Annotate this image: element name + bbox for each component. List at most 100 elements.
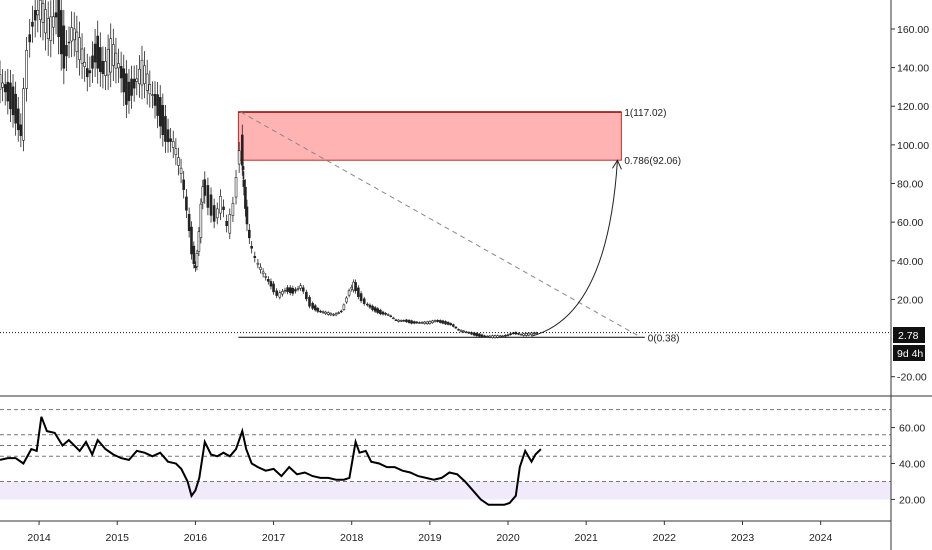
candle-body <box>308 296 311 307</box>
candle-body <box>70 27 73 42</box>
candle-body <box>54 12 58 18</box>
projection-arrow <box>531 160 618 337</box>
candle-body <box>519 334 523 336</box>
candle-body <box>381 311 385 315</box>
candle-body <box>272 283 275 293</box>
candle-body <box>291 287 295 294</box>
candle-body <box>197 231 201 252</box>
candle-body <box>504 335 507 337</box>
candle-body <box>143 65 146 84</box>
candle-body <box>195 253 199 267</box>
candle-body <box>462 330 466 333</box>
time-tick-label: 2022 <box>653 532 677 544</box>
last-price-tag: 2.78 <box>893 327 925 343</box>
candle-body <box>11 86 15 116</box>
candle-body <box>114 52 118 69</box>
candle-body <box>203 179 207 196</box>
candle-body <box>337 312 340 314</box>
candle-body <box>187 214 191 232</box>
time-tick-label: 2021 <box>575 532 599 544</box>
candle-body <box>264 276 268 278</box>
candle-body <box>410 320 413 324</box>
candle-body <box>166 129 170 143</box>
candle-body <box>28 34 32 43</box>
countdown-label: 9d 4h <box>897 348 923 360</box>
candle-body <box>496 335 499 338</box>
candle-body <box>478 333 481 337</box>
candle-body <box>286 287 289 292</box>
price-axis[interactable]: 160.00 140.00 120.00 100.00 80.00 60.00 40.00 2… <box>891 24 929 384</box>
candle-body <box>177 157 180 166</box>
candle-body <box>299 285 302 289</box>
candle-body <box>72 28 76 41</box>
price-tick-label: 80.00 <box>897 179 923 191</box>
candle-body <box>65 44 68 57</box>
rsi-shaded-band <box>0 481 891 500</box>
candle-body <box>256 262 260 265</box>
fib-retracement[interactable]: 1(117.02) 0.786(92.06) 0(0.38) <box>237 108 681 344</box>
rsi-series-line <box>0 416 542 506</box>
candle-body <box>345 297 348 303</box>
candle-body <box>135 78 139 82</box>
fib-level-label: 0(0.38) <box>648 333 680 344</box>
candle-body <box>242 179 246 187</box>
candle-body <box>405 319 408 323</box>
candle-body <box>339 310 343 313</box>
rsi-line <box>0 416 542 506</box>
candle-body <box>138 68 141 85</box>
last-price-label: 2.78 <box>898 330 919 342</box>
candle-body <box>244 186 247 209</box>
candle-body <box>269 281 273 287</box>
candle-body <box>449 323 453 326</box>
candle-body <box>212 205 216 222</box>
candle-body <box>85 68 89 78</box>
candle-body <box>199 203 203 238</box>
candle-body <box>67 41 71 44</box>
candle-body <box>386 314 390 316</box>
price-tick-label: 100.00 <box>897 140 929 152</box>
candle-body <box>296 288 300 290</box>
candle-body <box>524 333 528 336</box>
candle-body <box>1 82 4 88</box>
candle-body <box>288 287 292 293</box>
candle-body <box>164 116 167 142</box>
candle-body <box>41 3 45 23</box>
candle-body <box>362 298 366 304</box>
fib-level-label: 1(117.02) <box>624 108 666 119</box>
candle-body <box>389 315 393 318</box>
price-tick-label: 140.00 <box>897 63 929 75</box>
candle-body <box>394 319 398 321</box>
candle-body <box>259 266 262 270</box>
rsi-axis[interactable]: 60.00 40.00 20.00 <box>891 423 925 507</box>
candle-body <box>283 289 287 292</box>
candle-body <box>305 291 308 300</box>
candle-body <box>91 55 94 69</box>
candle-body <box>57 0 60 38</box>
candle-body <box>433 320 437 322</box>
candle-body <box>311 302 314 309</box>
candle-body <box>39 0 42 20</box>
time-tick-label: 2018 <box>340 532 364 544</box>
candle-body <box>457 329 460 331</box>
candle-body <box>161 105 165 136</box>
candle-body <box>127 81 131 102</box>
price-tick-label: 160.00 <box>897 24 929 36</box>
candle-body <box>241 166 245 170</box>
fib-level-label: 0.786(92.06) <box>624 156 681 167</box>
candle-body <box>423 321 426 324</box>
chart-annotations[interactable] <box>0 111 891 338</box>
candle-body <box>179 167 183 174</box>
candle-body <box>454 326 458 329</box>
candle-body <box>101 60 105 75</box>
candle-body <box>491 335 494 338</box>
candle-body <box>59 10 63 55</box>
candle-body <box>326 312 330 315</box>
time-axis[interactable]: 2014 2015 2016 2017 2018 2019 2020 2021 2022 2023… <box>27 521 832 544</box>
projection-arrow-head <box>612 159 622 170</box>
candle-body <box>112 44 115 66</box>
candle-body <box>3 84 7 93</box>
candle-body <box>169 138 172 142</box>
price-candles <box>0 0 538 339</box>
candle-body <box>78 37 81 60</box>
